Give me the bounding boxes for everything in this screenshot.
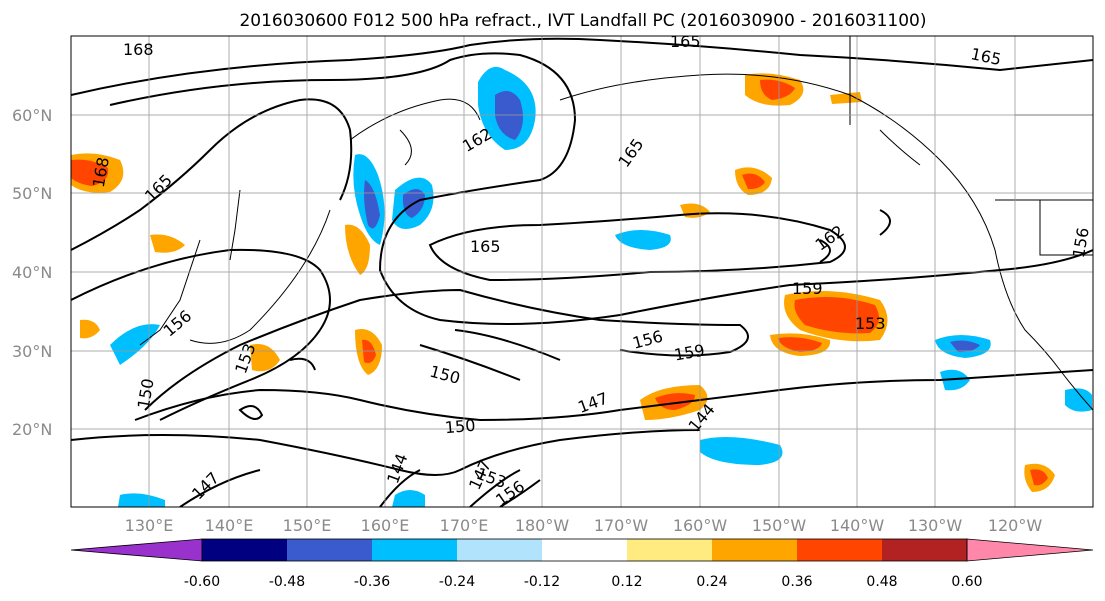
colorbar-tick-label: -0.24 [439,574,475,590]
contour-lines [71,37,1093,507]
shade-positive-strong [71,159,109,186]
colorbar-segment [372,539,457,561]
colorbar-extend-low [70,538,203,562]
lat-label: 30°N [12,342,52,361]
shade-negative [392,490,425,507]
shade-positive-strong [655,393,695,410]
contour-label: 165 [470,237,501,256]
contour-label: 150 [444,416,476,438]
shade-positive-strong [1030,469,1048,486]
shade-positive-strong [778,337,822,352]
contour-label: 159 [792,279,823,298]
shade-negative [700,436,783,465]
colorbar-tick-label: -0.12 [524,574,560,590]
shade-negative [118,493,165,507]
latitude-labels: 60°N 50°N 40°N 30°N 20°N [12,106,52,439]
colorbar: -0.60 -0.48 -0.36 -0.24 -0.12 0.12 0.24 … [70,538,1094,590]
contour-label: 165 [670,32,701,51]
colorbar-frame [201,538,968,562]
shade-negative-strong [950,340,980,352]
shade-negative [615,230,671,250]
lat-label: 20°N [12,420,52,439]
colorbar-segment [202,539,287,561]
colorbar-segment [627,539,712,561]
colorbar-segment [712,539,797,561]
lat-label: 40°N [12,263,52,282]
map-panel: 168 165 165 162 165 168 165 165 162 159 … [70,32,1094,508]
lon-label: 150°E [283,516,332,535]
colorbar-segment [882,539,967,561]
lon-label: 160°W [673,516,728,535]
lon-label: 170°W [594,516,649,535]
colorbar-tick-label: -0.48 [269,574,305,590]
colorbar-tick-label: 0.60 [951,574,982,590]
map-frame [70,35,1094,508]
colorbar-segment [542,539,627,561]
colorbar-extend-high [966,538,1094,562]
lon-label: 140°W [830,516,885,535]
lat-label: 60°N [12,106,52,125]
shade-negative [110,324,160,365]
contour-label: 168 [123,40,154,59]
contour-label: 153 [855,314,886,333]
lon-label: 170°E [440,516,489,535]
anomaly-shading [71,66,1092,507]
colorbar-tick-label: 0.36 [781,574,812,590]
colorbar-tick-label: -0.36 [354,574,390,590]
shade-negative-strong [364,180,380,229]
shade-positive-strong [760,79,795,100]
shade-positive [150,234,185,253]
shade-positive-strong [794,296,879,334]
gridlines [71,36,1093,507]
map-title: 2016030600 F012 500 hPa refract., IVT La… [239,11,926,31]
colorbar-segment [797,539,882,561]
shade-positive [345,224,370,275]
shade-negative [940,369,970,391]
lon-label: 150°W [752,516,807,535]
lon-label: 160°E [361,516,410,535]
colorbar-segment [287,539,372,561]
lat-label: 50°N [12,184,52,203]
colorbar-tick-label: 0.24 [696,574,727,590]
lon-label: 180°W [515,516,570,535]
lon-label: 120°W [988,516,1043,535]
shade-positive [830,92,862,104]
lon-label: 140°E [205,516,254,535]
colorbar-tick-label: -0.60 [184,574,220,590]
lon-label: 130°E [125,516,174,535]
colorbar-tick-label: 0.12 [611,574,642,590]
shade-positive [80,319,100,339]
colorbar-tick-label: 0.48 [866,574,897,590]
longitude-labels: 130°E 140°E 150°E 160°E 170°E 180°W 170°… [125,516,1043,535]
shade-positive-strong [742,173,765,190]
colorbar-segment [457,539,542,561]
shade-negative [1065,388,1092,412]
lon-label: 130°W [908,516,963,535]
